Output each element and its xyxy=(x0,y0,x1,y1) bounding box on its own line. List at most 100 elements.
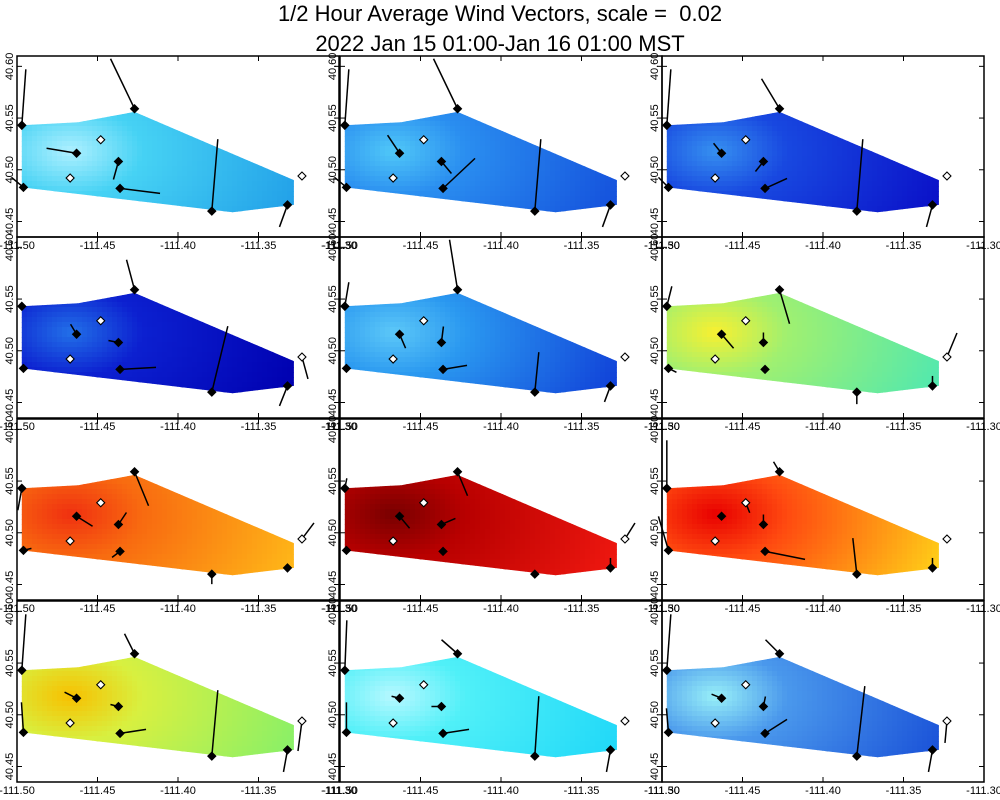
station-marker-S4 xyxy=(716,148,727,159)
wind-vector-S1 xyxy=(666,614,672,671)
x-tick-label: -111.45 xyxy=(403,240,439,252)
station-marker-S11 xyxy=(620,716,630,726)
wind-vector-S10 xyxy=(601,204,612,228)
wind-vector-S8 xyxy=(432,58,459,110)
panel-5: -111.50 -111.45 -111.40 -111.35 -111.3040.45… xyxy=(322,234,680,433)
x-tick-label: -111.40 xyxy=(483,785,519,797)
station-marker-S10 xyxy=(282,563,293,573)
panel-11: -111.50 -111.45 -111.40 -111.35 -111.30 40.45… xyxy=(322,598,680,797)
x-tick-label: -111.45 xyxy=(403,421,439,433)
y-tick-label: 40.60 xyxy=(327,53,339,81)
wind-vector-S1 xyxy=(21,69,27,126)
station-marker-S11 xyxy=(942,171,952,181)
station-marker-S6 xyxy=(113,701,124,712)
station-marker-S6 xyxy=(113,156,124,167)
wind-speed-field xyxy=(344,292,617,394)
y-tick-label: 40.55 xyxy=(327,104,339,132)
station-marker-S8 xyxy=(452,466,463,477)
y-tick-label: 40.55 xyxy=(4,467,16,495)
y-tick-label: 40.55 xyxy=(649,285,661,313)
station-marker-S5 xyxy=(418,497,429,508)
station-marker-S4 xyxy=(716,511,727,522)
station-marker-S3 xyxy=(388,354,398,364)
station-marker-S3 xyxy=(65,354,75,364)
station-marker-S4 xyxy=(71,329,82,340)
y-tick-label: 40.45 xyxy=(4,389,16,417)
station-marker-S3 xyxy=(710,354,720,364)
station-marker-S11 xyxy=(942,716,952,726)
station-marker-S8 xyxy=(129,466,140,477)
x-tick-label: -111.30 xyxy=(966,240,1000,252)
wind-vector-S8 xyxy=(123,633,136,655)
station-marker-S8 xyxy=(774,103,785,114)
station-marker-S9 xyxy=(530,569,540,579)
station-marker-S10 xyxy=(282,745,293,755)
x-tick-label: -111.45 xyxy=(80,785,116,797)
station-marker-S8 xyxy=(774,648,785,659)
station-marker-S8 xyxy=(129,103,140,114)
x-tick-label: -111.35 xyxy=(564,785,600,797)
station-marker-S1 xyxy=(340,665,350,676)
y-tick-label: 40.50 xyxy=(4,701,16,729)
station-marker-S4 xyxy=(71,148,82,159)
wind-speed-field xyxy=(666,111,939,213)
y-tick-label: 40.55 xyxy=(649,467,661,495)
station-marker-S4 xyxy=(71,511,82,522)
x-tick-label: -111.45 xyxy=(725,603,761,615)
wind-vector-S8 xyxy=(125,259,136,290)
station-marker-S10 xyxy=(282,200,293,210)
wind-vector-S8 xyxy=(456,471,469,497)
panel-10: -111.50 -111.45 -111.40 -111.35 -111.30 40.45… xyxy=(0,598,357,797)
wind-vector-S9 xyxy=(856,686,866,757)
station-marker-S6 xyxy=(758,156,769,167)
station-marker-S5 xyxy=(95,497,106,508)
wind-speed-field xyxy=(21,656,294,758)
station-marker-S2 xyxy=(663,545,674,556)
x-tick-label: -111.45 xyxy=(403,785,439,797)
panel-4: -111.50 -111.45 -111.40 -111.35 -111.3040.45… xyxy=(0,234,357,433)
panel-1: -111.50 -111.45 -111.40 -111.35 -111.3040.45… xyxy=(0,53,357,252)
station-marker-S7 xyxy=(760,546,770,557)
station-marker-S3 xyxy=(388,718,398,728)
station-marker-S11 xyxy=(620,352,630,362)
x-tick-label: -111.40 xyxy=(160,421,196,433)
x-tick-label: -111.50 xyxy=(644,785,680,797)
station-marker-S3 xyxy=(710,173,720,183)
station-marker-S8 xyxy=(129,648,140,659)
station-marker-S9 xyxy=(852,751,862,761)
wind-vector-S7 xyxy=(764,550,806,561)
wind-vector-S1 xyxy=(344,69,350,126)
wind-vector-S1 xyxy=(666,69,672,126)
x-tick-label: -111.40 xyxy=(805,240,841,252)
station-marker-S6 xyxy=(436,337,447,348)
wind-vector-S9 xyxy=(211,325,229,393)
wind-vector-S8 xyxy=(133,471,150,507)
wind-vector-S4 xyxy=(386,134,401,154)
wind-speed-field xyxy=(666,292,939,394)
station-marker-S4 xyxy=(394,693,405,704)
wind-vector-S1 xyxy=(21,614,27,671)
station-marker-S9 xyxy=(530,206,540,216)
y-tick-label: 40.55 xyxy=(649,649,661,677)
station-marker-S9 xyxy=(207,751,217,761)
wind-vector-S8 xyxy=(448,239,459,290)
chart-title-line-1: 1/2 Hour Average Wind Vectors, scale = 0… xyxy=(0,1,1000,27)
station-marker-S5 xyxy=(740,134,751,145)
panel-2: -111.50 -111.45 -111.40 -111.35 -111.3040.45… xyxy=(322,53,680,252)
wind-speed-field xyxy=(666,474,939,576)
wind-vector-S4 xyxy=(46,147,77,154)
x-tick-label: -111.40 xyxy=(805,785,841,797)
station-marker-S9 xyxy=(852,569,862,579)
wind-vector-S9 xyxy=(534,139,542,212)
wind-vector-S9 xyxy=(211,690,219,757)
station-marker-S4 xyxy=(394,511,405,522)
x-tick-label: -111.35 xyxy=(886,603,922,615)
station-marker-S9 xyxy=(852,206,862,216)
y-tick-label: 40.55 xyxy=(4,649,16,677)
station-marker-S11 xyxy=(297,716,307,726)
wind-vector-S7 xyxy=(119,187,161,195)
station-marker-S3 xyxy=(388,173,398,183)
x-tick-label: -111.45 xyxy=(80,240,116,252)
station-marker-S1 xyxy=(340,301,350,312)
station-marker-S9 xyxy=(530,751,540,761)
